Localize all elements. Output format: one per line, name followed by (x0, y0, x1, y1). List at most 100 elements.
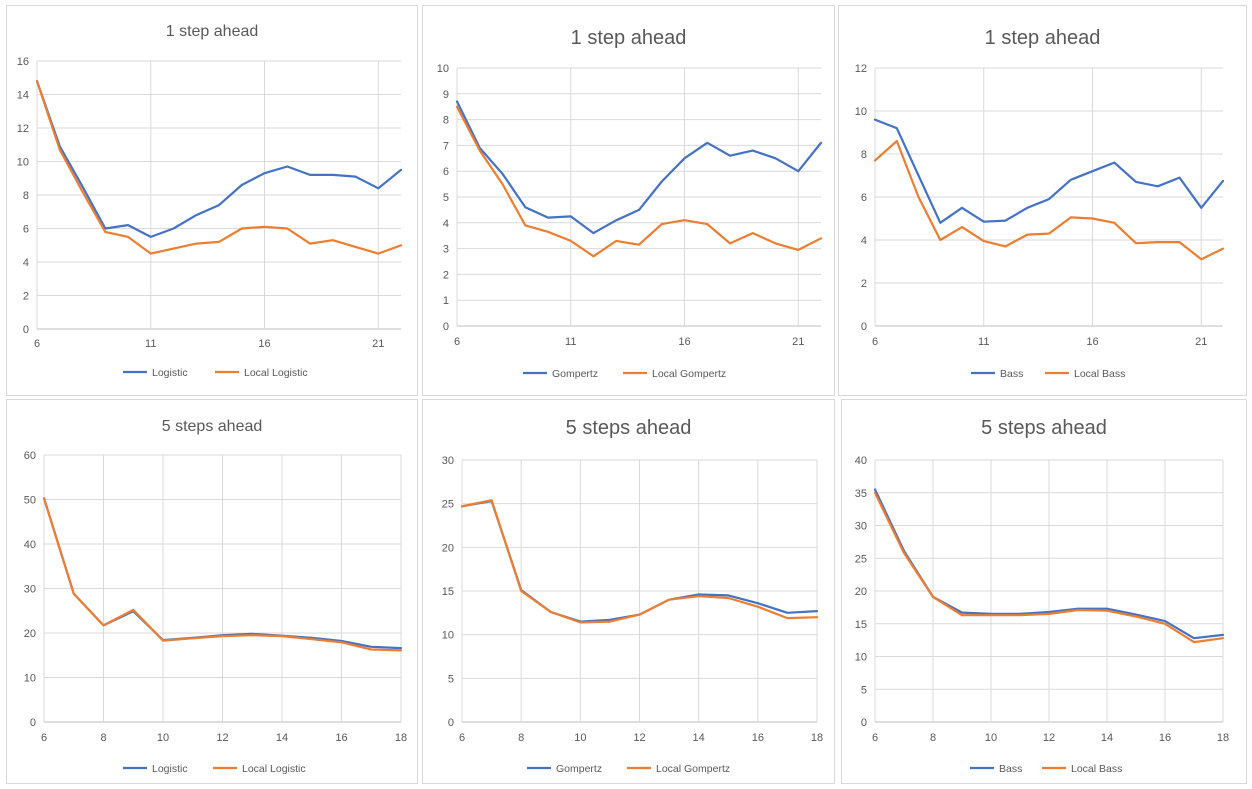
y-tick-label: 2 (861, 278, 867, 290)
legend-label: Gompertz (552, 368, 598, 380)
legend-label: Local Logistic (242, 763, 306, 775)
y-tick-label: 0 (23, 324, 29, 336)
y-tick-label: 60 (24, 450, 36, 462)
series-line-local (873, 491, 1225, 644)
chart-title: 1 step ahead (166, 23, 259, 40)
series-line-local (42, 497, 403, 652)
x-tick-label: 6 (41, 732, 47, 744)
chart-panel-6: 5 steps ahead 0 5 10 15 20 25 30 35 40 6 8 10 12 14 16 1… (841, 399, 1247, 784)
y-tick-label: 10 (855, 106, 867, 118)
series-line-local (873, 140, 1225, 261)
y-tick-label: 12 (855, 63, 867, 75)
chart-svg-3: 1 step ahead 0 2 4 6 8 10 12 6 11 16 21 Bass Local Ba… (855, 27, 1225, 380)
x-tick-label: 6 (459, 732, 465, 744)
y-tick-label: 4 (23, 257, 29, 269)
y-tick-label: 16 (17, 56, 29, 68)
chart-svg-1: 1 step ahead 0 2 4 6 8 10 12 14 16 6 11 16 21 Logistic… (17, 23, 403, 379)
x-tick-label: 10 (157, 732, 169, 744)
y-tick-label: 1 (443, 295, 449, 307)
y-tick-label: 20 (855, 586, 867, 598)
y-tick-label: 40 (855, 455, 867, 467)
x-tick-label: 14 (1101, 732, 1113, 744)
y-tick-label: 2 (443, 269, 449, 281)
y-tick-label: 20 (24, 628, 36, 640)
chart-panel-5: 5 steps ahead 0 5 10 15 20 25 30 6 8 10 12 14 16 18 Gom… (422, 399, 835, 784)
legend-label: Bass (999, 763, 1022, 775)
y-tick-label: 4 (443, 218, 449, 230)
chart-svg-6: 5 steps ahead 0 5 10 15 20 25 30 35 40 6 8 10 12 14 16 1… (855, 417, 1229, 775)
x-tick-label: 16 (335, 732, 347, 744)
y-tick-label: 10 (24, 673, 36, 685)
legend-label: Local Gompertz (652, 368, 726, 380)
y-tick-label: 35 (855, 488, 867, 500)
x-tick-label: 6 (454, 336, 460, 348)
y-tick-label: 40 (24, 539, 36, 551)
x-tick-label: 6 (34, 338, 40, 350)
y-tick-label: 0 (861, 717, 867, 729)
y-tick-label: 25 (442, 499, 454, 511)
y-tick-label: 30 (24, 584, 36, 596)
y-tick-label: 9 (443, 89, 449, 101)
x-tick-label: 16 (752, 732, 764, 744)
y-tick-label: 12 (17, 123, 29, 135)
x-tick-label: 14 (276, 732, 288, 744)
legend-label: Gompertz (556, 763, 602, 775)
y-tick-label: 15 (442, 586, 454, 598)
x-tick-label: 14 (693, 732, 705, 744)
y-tick-label: 20 (442, 542, 454, 554)
y-tick-label: 30 (442, 455, 454, 467)
chart-title: 5 steps ahead (981, 417, 1107, 439)
x-tick-label: 16 (1086, 336, 1098, 348)
chart-panel-4: 5 steps ahead 0 10 20 30 40 50 60 6 8 10 12 14 16 18 Lo… (6, 399, 418, 784)
y-tick-label: 8 (23, 190, 29, 202)
y-tick-label: 10 (855, 652, 867, 664)
y-tick-label: 5 (443, 192, 449, 204)
legend-label: Local Logistic (244, 367, 308, 379)
x-tick-label: 8 (100, 732, 106, 744)
chart-svg-2: 1 step ahead 0 1 2 3 4 5 6 7 8 9 10 6 11 16 21 Gompertz L… (437, 27, 823, 380)
y-tick-label: 6 (443, 166, 449, 178)
x-tick-label: 18 (1217, 732, 1229, 744)
y-tick-label: 4 (861, 235, 867, 247)
x-tick-label: 6 (872, 732, 878, 744)
y-tick-label: 3 (443, 244, 449, 256)
x-tick-label: 12 (633, 732, 645, 744)
legend-label: Local Bass (1071, 763, 1122, 775)
chart-title: 5 steps ahead (566, 417, 692, 439)
chart-title: 1 step ahead (571, 27, 687, 49)
y-tick-label: 0 (448, 717, 454, 729)
y-tick-label: 14 (17, 90, 29, 102)
x-tick-label: 12 (1043, 732, 1055, 744)
y-tick-label: 50 (24, 495, 36, 507)
y-tick-label: 6 (861, 192, 867, 204)
legend-label: Logistic (152, 763, 188, 775)
x-tick-label: 16 (678, 336, 690, 348)
x-tick-label: 21 (792, 336, 804, 348)
series-line-local (460, 499, 819, 624)
series-line-primary (455, 100, 823, 235)
y-tick-label: 5 (861, 684, 867, 696)
chart-title: 1 step ahead (985, 27, 1101, 49)
series-line-local (35, 79, 403, 255)
x-tick-label: 11 (145, 338, 156, 350)
x-tick-label: 10 (574, 732, 586, 744)
y-tick-label: 7 (443, 140, 449, 152)
x-tick-label: 16 (258, 338, 270, 350)
chart-panel-2: 1 step ahead 0 1 2 3 4 5 6 7 8 9 10 6 11 16 21 Gompertz L… (422, 5, 835, 396)
y-tick-label: 10 (437, 63, 449, 75)
legend-label: Local Gompertz (656, 763, 730, 775)
x-tick-label: 18 (811, 732, 823, 744)
x-tick-label: 11 (978, 336, 989, 348)
x-tick-label: 6 (872, 336, 878, 348)
legend-label: Logistic (152, 367, 188, 379)
x-tick-label: 12 (216, 732, 228, 744)
y-tick-label: 30 (855, 521, 867, 533)
chart-svg-5: 5 steps ahead 0 5 10 15 20 25 30 6 8 10 12 14 16 18 Gom… (442, 417, 823, 775)
legend-label: Local Bass (1074, 368, 1125, 380)
y-tick-label: 0 (443, 321, 449, 333)
x-tick-label: 18 (395, 732, 407, 744)
y-tick-label: 10 (442, 630, 454, 642)
x-tick-label: 8 (518, 732, 524, 744)
y-tick-label: 25 (855, 553, 867, 565)
legend-label: Bass (1000, 368, 1023, 380)
